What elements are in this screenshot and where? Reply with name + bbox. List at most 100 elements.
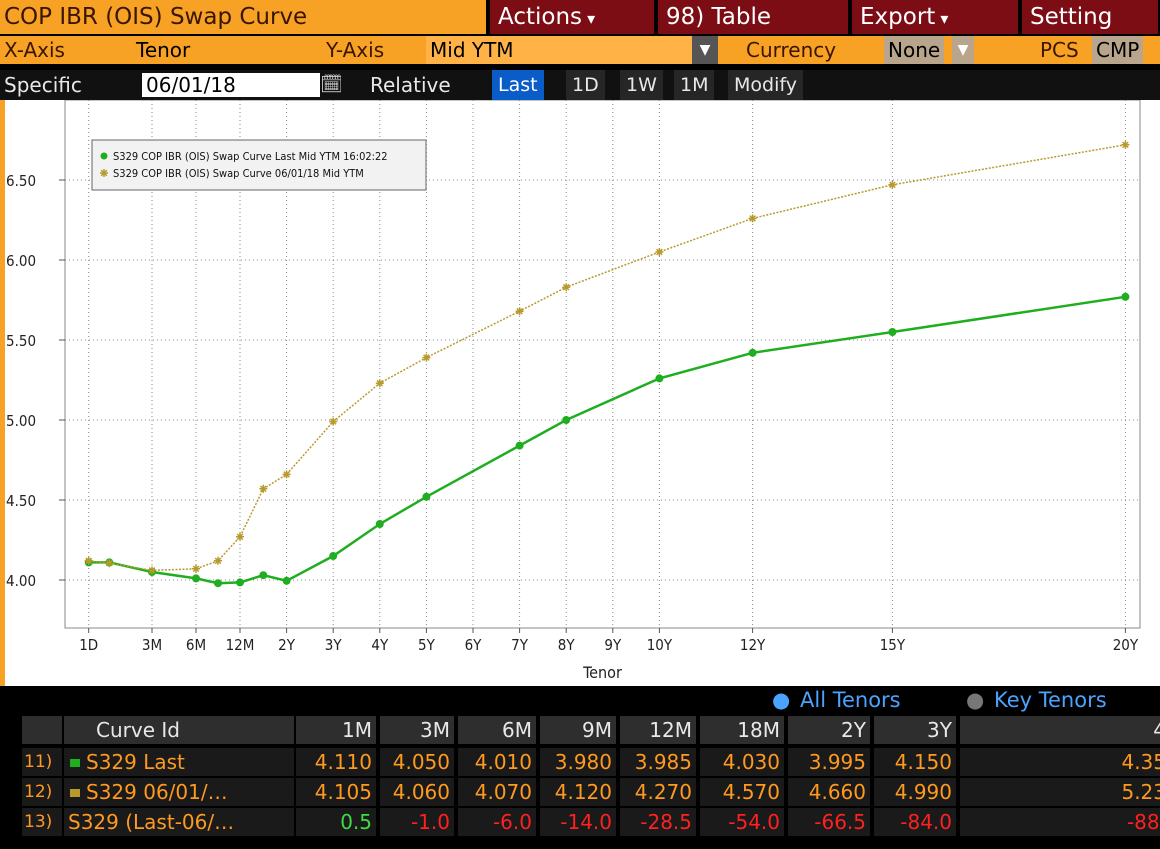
data-point [888, 328, 897, 336]
date-button[interactable]: Modify [728, 70, 803, 100]
cmp-value[interactable]: CMP [1092, 36, 1144, 64]
table-value: -88. [960, 808, 1160, 836]
header-cell: 2Y [788, 716, 872, 744]
x-axis-label: X-Axis [4, 38, 65, 62]
table-value: 4.150 [874, 748, 958, 776]
data-point [84, 556, 93, 565]
screen-title: COP IBR (OIS) Swap Curve [0, 0, 486, 34]
data-point [329, 417, 338, 426]
currency-label: Currency [746, 38, 837, 62]
title-bar: COP IBR (OIS) Swap Curve Actions ▾ 98) Ta… [0, 0, 1160, 34]
data-point [375, 520, 384, 528]
pcs-label[interactable]: PCS [1040, 38, 1079, 62]
toolbar-button[interactable]: Export ▾ [852, 0, 1018, 34]
data-point [1121, 140, 1130, 149]
dropdown-icon[interactable]: ▾ [935, 9, 949, 28]
curve-id[interactable]: S329 06/01/… [64, 778, 296, 806]
y-tick-label: 5.00 [6, 412, 36, 430]
x-tick-label: 4Y [371, 636, 389, 654]
toolbar-button[interactable]: Actions ▾ [490, 0, 654, 34]
data-point [748, 348, 757, 357]
table-value: -1.0 [380, 808, 456, 836]
table-value: 3.980 [540, 748, 618, 776]
data-point [259, 571, 268, 580]
data-point [214, 556, 222, 565]
table-value: 4.030 [700, 748, 786, 776]
data-point [562, 416, 571, 424]
y-tick-label: 4.00 [6, 572, 36, 590]
table-value: 0.5 [296, 808, 378, 836]
curve-id[interactable]: S329 (Last-06/… [64, 808, 296, 836]
table-value: 4.35 [960, 748, 1160, 776]
date-button[interactable]: 1D [566, 70, 605, 100]
data-point [562, 283, 571, 292]
x-tick-label: 7Y [511, 636, 529, 654]
legend-marker [100, 152, 108, 160]
table-value: 4.010 [458, 748, 538, 776]
data-point [282, 470, 291, 479]
table-value: 4.990 [874, 778, 958, 806]
x-tick-label: 6M [186, 636, 206, 654]
series-swatch [70, 789, 80, 797]
calendar-icon[interactable]: 🗓 [320, 74, 343, 95]
date-button[interactable]: 1M [674, 70, 715, 100]
table-value: -14.0 [540, 808, 618, 836]
data-point [515, 441, 524, 450]
currency-value[interactable]: None [884, 36, 945, 64]
header-cell: 4 [960, 716, 1160, 744]
data-point [375, 379, 384, 388]
x-tick-label: 20Y [1113, 636, 1139, 654]
data-point [888, 180, 897, 189]
table-value: 3.995 [788, 748, 872, 776]
chart: 4.00 4.50 5.00 5.50 6.00 6.50 1D 3M 6M 12M 2Y 3Y 4Y 5… [0, 100, 1160, 686]
data-point [282, 576, 291, 585]
x-tick-label: 15Y [880, 636, 906, 654]
row-number[interactable]: 12) [22, 778, 64, 806]
dropdown-icon[interactable]: ▼ [952, 36, 974, 64]
table-value: -6.0 [458, 808, 538, 836]
header-cell: 3M [380, 716, 456, 744]
axis-controls: X-Axis Tenor Y-Axis Mid YTM ▼ Currency N… [0, 36, 1160, 64]
y-axis-value[interactable]: Mid YTM [426, 36, 692, 64]
table-value: 5.23 [960, 778, 1160, 806]
table-value: -66.5 [788, 808, 872, 836]
specific-label: Specific [4, 73, 82, 97]
relative-label: Relative [370, 73, 451, 97]
data-point [422, 492, 431, 501]
x-tick-label: 12Y [740, 636, 766, 654]
date-input[interactable]: 06/01/18 [142, 73, 320, 97]
x-axis-value[interactable]: Tenor [136, 38, 191, 62]
date-controls: Specific 06/01/18 🗓 Relative Last 1D 1W 1M M… [0, 70, 1160, 100]
table-value: -84.0 [874, 808, 958, 836]
table-value: 4.120 [540, 778, 618, 806]
data-point [236, 578, 244, 587]
data-point [148, 566, 156, 575]
legend-box [91, 139, 427, 191]
radio-selected[interactable]: ● [772, 688, 791, 712]
radio-unselected[interactable]: ● [966, 688, 985, 712]
dropdown-icon[interactable]: ▼ [692, 36, 718, 64]
table-value: 4.660 [788, 778, 872, 806]
legend-marker [100, 169, 108, 177]
data-point [655, 374, 664, 383]
date-button[interactable]: Last [492, 70, 544, 100]
toolbar-button[interactable]: 98) Table [658, 0, 848, 34]
data-point [192, 564, 200, 573]
data-point [329, 552, 338, 560]
series-swatch [70, 759, 80, 767]
toolbar-button[interactable]: Setting [1022, 0, 1158, 34]
table-value: 4.105 [296, 778, 378, 806]
date-button[interactable]: 1W [620, 70, 663, 100]
dropdown-icon[interactable]: ▾ [582, 9, 596, 28]
y-tick-label: 4.50 [6, 492, 36, 510]
y-tick-label: 6.00 [6, 252, 36, 270]
row-number[interactable]: 13) [22, 808, 64, 836]
x-tick-label: 1D [79, 636, 98, 654]
data-point [515, 307, 524, 316]
x-tick-label: 12M [226, 636, 255, 654]
curve-id[interactable]: S329 Last [64, 748, 296, 776]
key-tenors[interactable]: Key Tenors [994, 688, 1107, 712]
all-tenors[interactable]: All Tenors [800, 688, 901, 712]
row-number[interactable]: 11) [22, 748, 64, 776]
header-cell: 18M [700, 716, 786, 744]
